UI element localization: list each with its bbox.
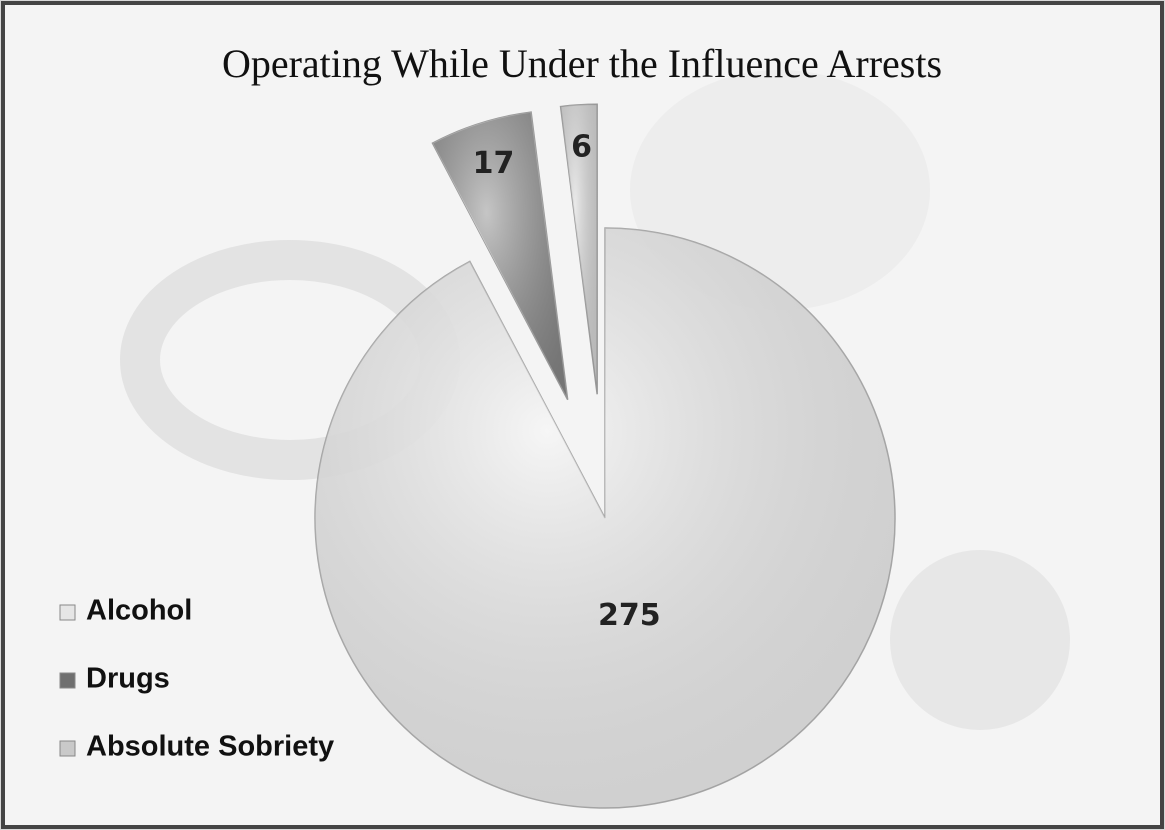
data-label: 17 [473,146,515,181]
legend-label: Alcohol [86,595,192,627]
legend-swatch [59,740,76,757]
legend-swatch [59,672,76,689]
chart-title: Operating While Under the Influence Arre… [222,41,942,86]
background-key [890,550,1070,730]
legend-swatch [59,604,76,621]
legend: Alcohol Drugs Absolute Sobriety [59,595,334,763]
legend-label: Absolute Sobriety [86,731,334,763]
data-label: 6 [571,130,592,165]
pie-slice [314,227,896,809]
data-label: 275 [598,598,661,633]
legend-label: Drugs [86,663,170,695]
